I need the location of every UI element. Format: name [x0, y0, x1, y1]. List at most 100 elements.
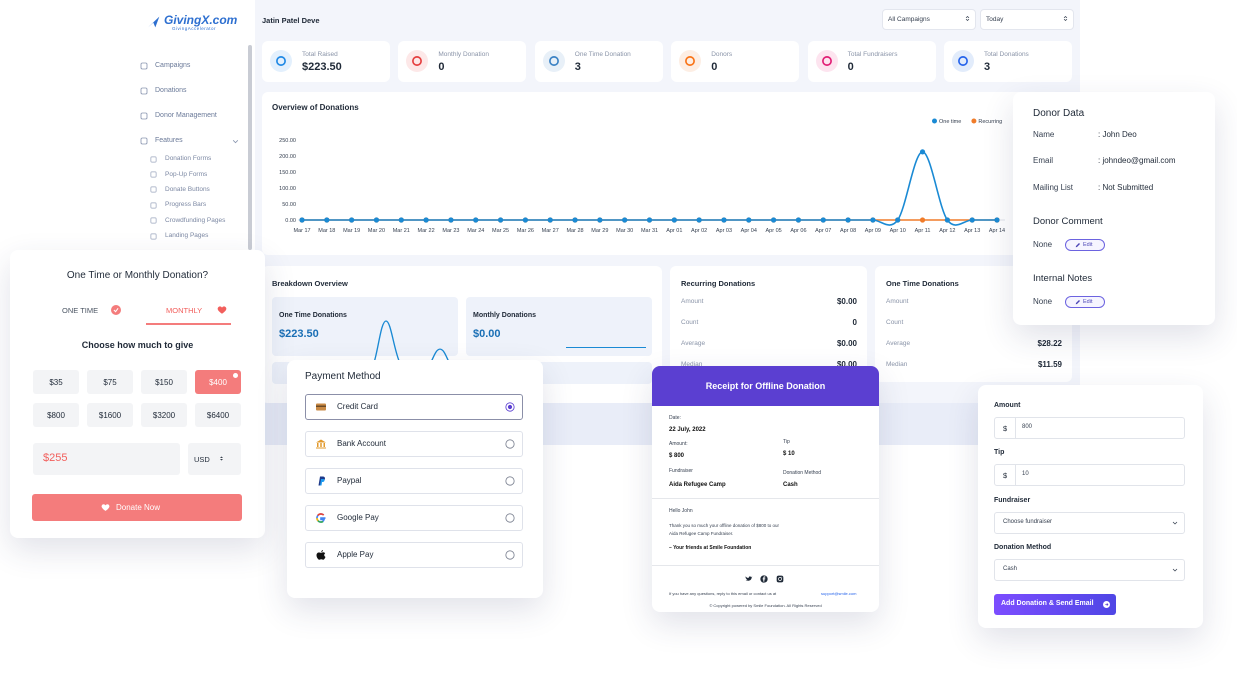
- donate-button[interactable]: [32, 494, 242, 521]
- payment-option[interactable]: [305, 468, 523, 494]
- payment-option[interactable]: [305, 431, 523, 457]
- receipt-email: support@smile.com: [821, 590, 857, 596]
- y-tick-label: 50.00: [282, 202, 296, 208]
- donor-section-title: Internal Notes: [1033, 273, 1093, 285]
- legend-marker: [932, 118, 937, 124]
- legend-label: Recurring: [978, 119, 1002, 125]
- summary-label: Amount: [886, 298, 909, 306]
- x-tick-label: Apr 01: [666, 228, 682, 234]
- field-label: Tip: [994, 448, 1005, 456]
- data-point: [299, 217, 305, 223]
- receipt-message: Aida Refugee Camp Fundraiser.: [669, 531, 734, 537]
- data-point: [671, 217, 677, 223]
- field-input[interactable]: [994, 559, 1185, 581]
- x-tick-label: Apr 05: [765, 228, 781, 234]
- field-value: Cash: [1003, 566, 1018, 573]
- legend-marker: [971, 118, 977, 124]
- amount-option[interactable]: $75: [87, 370, 133, 394]
- custom-amount-input[interactable]: [33, 443, 180, 475]
- payment-option[interactable]: [305, 505, 523, 531]
- stat-value: 0: [438, 61, 445, 74]
- tab-heart: [217, 306, 227, 314]
- data-point: [895, 217, 901, 223]
- amount-prompt: Choose how much to give: [81, 340, 194, 350]
- stat-icon: [406, 50, 429, 72]
- donation-form-title: One Time or Monthly Donation?: [66, 269, 209, 281]
- submenu-item[interactable]: Progress Bars: [165, 201, 207, 209]
- x-tick-label: Apr 06: [790, 228, 806, 234]
- field-value: 800: [1022, 424, 1033, 431]
- series-line: [302, 151, 997, 226]
- logo-tagline: GivingAccelerator: [172, 26, 217, 32]
- amount-option[interactable]: $1600: [87, 403, 133, 427]
- payment-option[interactable]: [305, 394, 523, 420]
- data-point: [622, 217, 628, 223]
- receipt-fundraiser-label: Fundraiser: [669, 468, 693, 474]
- submit-button[interactable]: [994, 594, 1116, 615]
- summary-value: $28.22: [1037, 339, 1062, 349]
- payment-option[interactable]: [305, 542, 523, 568]
- data-point: [398, 217, 404, 223]
- x-tick-label: Mar 20: [368, 228, 385, 234]
- field-input[interactable]: [994, 417, 1185, 439]
- amount-option[interactable]: $800: [33, 403, 79, 427]
- menu-item[interactable]: Donations: [155, 86, 187, 94]
- x-tick-label: Mar 28: [566, 228, 583, 234]
- data-point: [547, 217, 553, 223]
- edit-label: Edit: [1083, 298, 1093, 305]
- field-input[interactable]: [994, 512, 1185, 534]
- submenu-item[interactable]: Pop-Up Forms: [165, 170, 208, 178]
- donor-section-value: None: [1033, 297, 1053, 307]
- chart-title: Overview of Donations: [272, 103, 359, 113]
- date-filter[interactable]: [980, 9, 1074, 30]
- payment-option-label: Credit Card: [337, 402, 378, 412]
- field-input[interactable]: [994, 464, 1185, 486]
- donation-form-card: [10, 250, 265, 538]
- x-tick-label: Apr 10: [890, 228, 906, 234]
- stat-icon: [679, 50, 702, 72]
- edit-button[interactable]: [1065, 296, 1105, 308]
- submenu-icon: [150, 186, 157, 193]
- donor-field-value: : Not Submitted: [1098, 183, 1154, 193]
- edit-button[interactable]: [1065, 239, 1105, 251]
- amount-option[interactable]: $35: [33, 370, 79, 394]
- submenu-item[interactable]: Landing Pages: [165, 232, 209, 240]
- stat-label: One Time Donation: [574, 51, 631, 59]
- menu-item[interactable]: Campaigns: [155, 61, 191, 69]
- currency-select[interactable]: [188, 443, 241, 475]
- tab-one-time[interactable]: ONE TIME: [62, 305, 99, 315]
- x-tick-label: Apr 08: [840, 228, 856, 234]
- data-point: [721, 217, 727, 223]
- campaign-filter-label: All Campaigns: [888, 15, 930, 23]
- prefix-divider: [1015, 417, 1016, 439]
- submenu-item[interactable]: Crowdfunding Pages: [165, 216, 226, 224]
- amount-option[interactable]: $150: [141, 370, 187, 394]
- receipt-header: [652, 366, 879, 406]
- menu-icon: [140, 137, 148, 145]
- receipt-copyright: © Copyright powered by Smile Foundation.…: [709, 602, 822, 608]
- data-point: [373, 217, 380, 223]
- summary-label: Count: [681, 319, 699, 327]
- submenu-item[interactable]: Donation Forms: [165, 155, 212, 163]
- amount-option[interactable]: $400: [195, 370, 241, 394]
- custom-amount: $255: [43, 452, 68, 465]
- menu-item[interactable]: Donor Management: [155, 111, 217, 119]
- summary-label: Median: [886, 361, 908, 369]
- x-tick-label: Mar 23: [442, 228, 459, 234]
- stat-value: 3: [984, 61, 991, 74]
- menu-item[interactable]: Features: [155, 136, 183, 144]
- x-tick-label: Apr 09: [865, 228, 881, 234]
- amount-option[interactable]: $6400: [195, 403, 241, 427]
- submenu-item[interactable]: Donate Buttons: [165, 185, 210, 193]
- stat-value: 0: [847, 61, 854, 74]
- tab-monthly[interactable]: MONTHLY: [166, 305, 203, 315]
- payment-option-label: Paypal: [337, 476, 362, 486]
- campaign-filter[interactable]: [882, 9, 976, 30]
- menu-icon: [140, 62, 148, 70]
- stat-label: Total Donations: [984, 51, 1029, 59]
- donor-title: Donor Data: [1033, 108, 1085, 119]
- amount-option[interactable]: $3200: [141, 403, 187, 427]
- payment-radio: [505, 550, 515, 560]
- x-tick-label: Apr 04: [741, 228, 757, 234]
- stat-value: 0: [711, 61, 718, 74]
